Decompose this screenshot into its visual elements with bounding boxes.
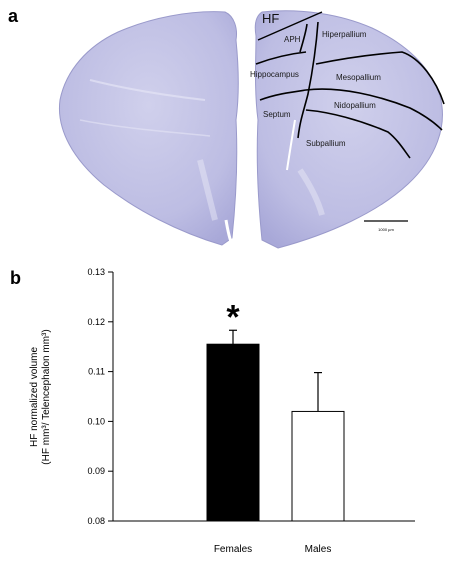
hf-indicator-line xyxy=(257,11,323,41)
region-boundaries xyxy=(255,21,445,159)
chart-bars xyxy=(206,343,345,522)
tissue-streak xyxy=(197,159,218,221)
brain-section-figure: HF APH Hiperpallium Hippocampus Mesopall… xyxy=(58,10,445,249)
boundary-mesopallium xyxy=(259,88,443,131)
y-axis-ticks: 0.08 0.09 0.10 0.11 0.12 0.13 xyxy=(87,267,113,526)
category-label-males: Males xyxy=(305,544,332,555)
y-tick-label: 0.11 xyxy=(88,367,105,377)
significance-asterisk: * xyxy=(226,298,240,336)
region-label-septum: Septum xyxy=(263,110,291,119)
y-axis-label-line1: HF normalized volume xyxy=(29,347,40,447)
y-tick-label: 0.10 xyxy=(87,416,105,426)
tissue-streak xyxy=(89,79,206,101)
region-label-mesopallium: Mesopallium xyxy=(336,73,381,82)
bar-females xyxy=(206,343,260,522)
septum-ventricle xyxy=(286,119,296,171)
scale-bar-label: 1000 µm xyxy=(378,227,394,232)
boundary-nidopallium xyxy=(305,109,411,159)
right-hemisphere xyxy=(254,10,443,249)
region-label-nidopallium: Nidopallium xyxy=(334,101,376,110)
y-axis-label: HF normalized volume (HF mm³/ Telencepha… xyxy=(29,329,52,464)
boundary-hf-lateral xyxy=(297,21,319,139)
y-tick-label: 0.13 xyxy=(87,267,105,277)
boundary-aph-lower xyxy=(255,51,307,65)
region-label-hippocampus: Hippocampus xyxy=(250,70,299,79)
y-tick-label: 0.12 xyxy=(87,317,105,327)
region-label-subpallium: Subpallium xyxy=(306,139,346,148)
boundary-aph xyxy=(299,23,308,53)
y-tick-label: 0.09 xyxy=(87,466,105,476)
panel-b-label: b xyxy=(10,268,21,288)
tissue-streak xyxy=(297,168,325,216)
error-bars xyxy=(229,329,322,412)
tissue-fold xyxy=(224,219,234,245)
region-label-hiperpallium: Hiperpallium xyxy=(322,30,367,39)
y-tick-label: 0.08 xyxy=(87,516,105,526)
left-hemisphere xyxy=(58,11,239,246)
y-axis-label-line2: (HF mm³/ Telencephalon mm³) xyxy=(41,329,52,464)
hf-label: HF xyxy=(262,11,279,26)
category-label-females: Females xyxy=(214,544,252,555)
bar-males xyxy=(291,410,345,522)
tissue-streak xyxy=(79,119,211,137)
x-axis-category-labels: Females Males xyxy=(214,544,332,555)
chart-axes xyxy=(112,272,415,522)
panel-a-label: a xyxy=(8,6,19,26)
region-label-aph: APH xyxy=(284,35,301,44)
boundary-hiperpallium xyxy=(315,51,445,105)
